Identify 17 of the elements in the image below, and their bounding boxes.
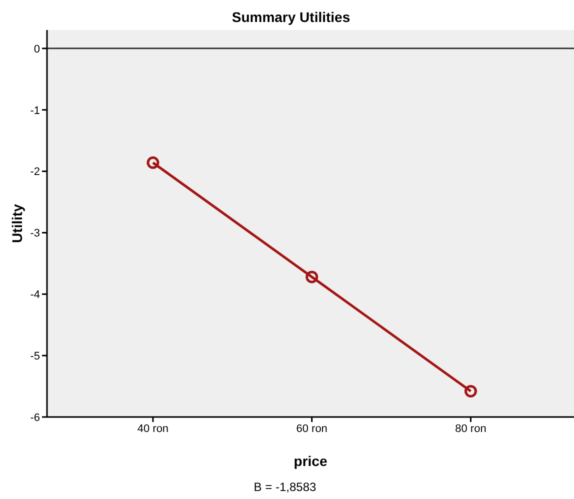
y-tick-label: -5	[30, 350, 40, 362]
text: B = -1,8583	[254, 480, 316, 494]
y-tick-label: -4	[30, 289, 40, 302]
y-axis-title: Utility	[8, 204, 25, 243]
y-tick-label: 0	[34, 43, 40, 56]
y-tick-label: -2	[30, 166, 40, 178]
chart-title: Summary Utilities	[230, 8, 352, 26]
point	[306, 270, 318, 284]
x-axis-title: price	[294, 453, 328, 469]
y-tick-label: -3	[30, 228, 40, 240]
x-tick-label: 60 ron	[296, 422, 328, 435]
y-tick-label: -6	[30, 412, 40, 424]
x-tick-label: 80 ron	[455, 422, 486, 435]
y-tick-label: -1	[30, 104, 40, 117]
x-tick-label: 40 ron	[137, 422, 169, 435]
point	[146, 156, 160, 169]
point	[464, 384, 477, 398]
